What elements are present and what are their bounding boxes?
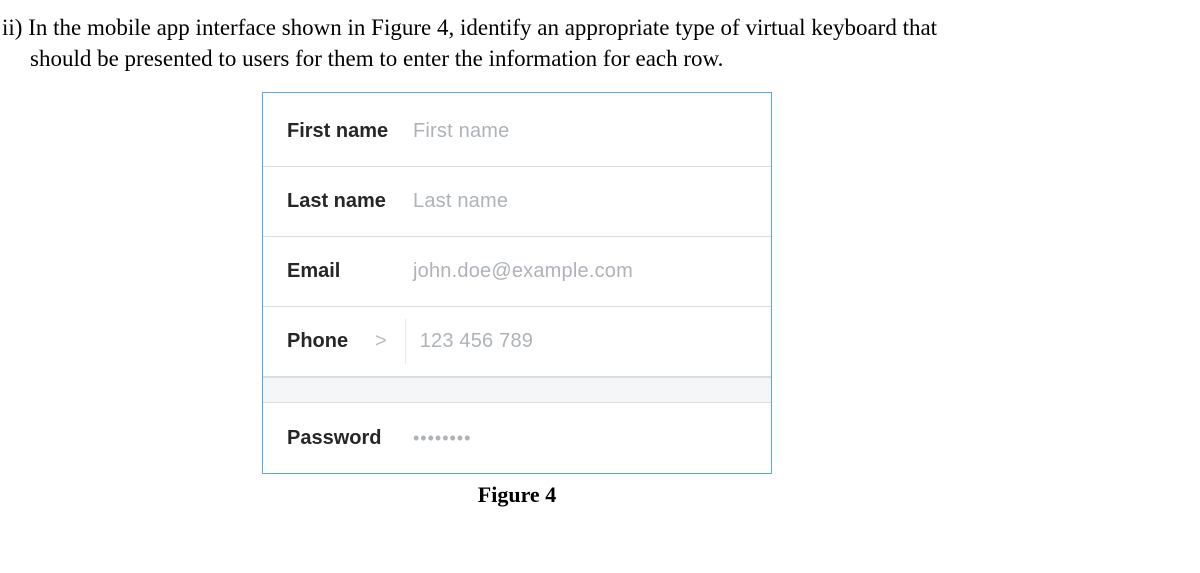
figure-container: First name First name Last name Last nam… [262, 92, 772, 508]
question-line1: In the mobile app interface shown in Fig… [28, 15, 937, 40]
row-password: Password •••••••• [263, 403, 771, 473]
section-gap [263, 377, 771, 403]
chevron-right-icon[interactable]: > [375, 330, 405, 353]
label-password: Password [287, 427, 413, 450]
page: ii) In the mobile app interface shown in… [0, 0, 1200, 508]
row-last-name: Last name Last name [263, 167, 771, 237]
input-first-name[interactable]: First name [413, 120, 761, 143]
row-phone: Phone > 123 456 789 [263, 307, 771, 377]
question-prefix: ii) [2, 15, 28, 40]
row-email: Email john.doe@example.com [263, 237, 771, 307]
input-phone[interactable]: 123 456 789 [420, 330, 761, 353]
question-line2: should be presented to users for them to… [2, 43, 1176, 74]
row-first-name: First name First name [263, 97, 771, 167]
input-email[interactable]: john.doe@example.com [413, 260, 761, 283]
label-last-name: Last name [287, 190, 413, 213]
question-text: ii) In the mobile app interface shown in… [2, 12, 1176, 74]
label-email: Email [287, 260, 413, 283]
mobile-form-mockup: First name First name Last name Last nam… [262, 92, 772, 474]
input-password[interactable]: •••••••• [413, 428, 761, 449]
figure-caption: Figure 4 [262, 482, 772, 508]
input-last-name[interactable]: Last name [413, 190, 761, 213]
phone-separator [405, 319, 406, 364]
label-first-name: First name [287, 120, 413, 143]
label-phone: Phone [287, 330, 375, 353]
